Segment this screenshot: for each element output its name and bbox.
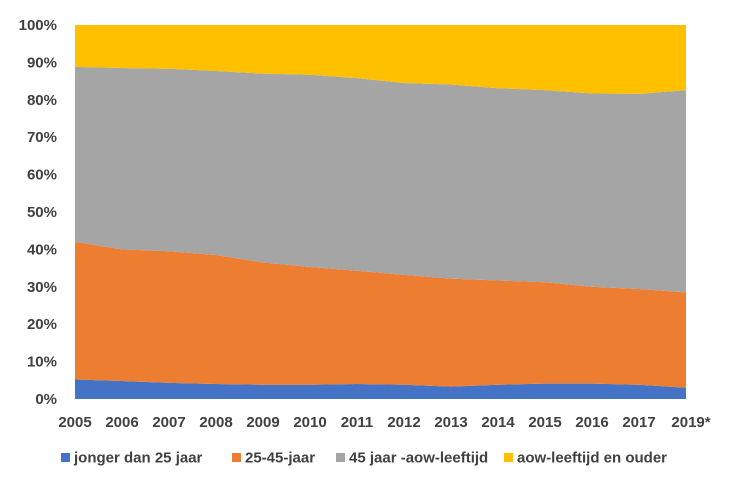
- x-tick-label: 2013: [434, 414, 467, 431]
- legend-swatch: [336, 453, 345, 462]
- area-series-2: [75, 66, 686, 293]
- y-tick-label: 50%: [27, 204, 57, 221]
- x-tick-label: 2008: [199, 414, 232, 431]
- x-tick-label: 2019*: [671, 414, 710, 431]
- x-tick-label: 2012: [387, 414, 420, 431]
- legend-entry: aow-leeftijd en ouder: [504, 450, 667, 467]
- legend: jonger dan 25 jaar 25-45-jaar 45 jaar -aow…: [61, 450, 667, 467]
- y-tick-label: 100%: [19, 17, 57, 34]
- y-axis-labels: 0% 10% 20% 30% 40% 50% 60% 70% 80% 90% 100%: [19, 17, 57, 408]
- x-tick-label: 2016: [575, 414, 608, 431]
- legend-label: aow-leeftijd en ouder: [517, 450, 667, 467]
- legend-label: jonger dan 25 jaar: [73, 450, 203, 467]
- y-tick-label: 0%: [35, 391, 57, 408]
- x-tick-label: 2007: [152, 414, 185, 431]
- x-tick-label: 2014: [481, 414, 515, 431]
- y-tick-label: 30%: [27, 279, 57, 296]
- x-tick-label: 2005: [58, 414, 91, 431]
- x-axis-labels: 2005 2006 2007 2008 2009 2010 2011 2012 2013 2014…: [58, 414, 710, 431]
- x-tick-label: 2010: [293, 414, 326, 431]
- legend-label: 45 jaar -aow-leeftijd: [349, 450, 488, 467]
- legend-label: 25-45-jaar: [245, 450, 315, 467]
- y-tick-label: 20%: [27, 316, 57, 333]
- y-tick-label: 90%: [27, 54, 57, 71]
- legend-swatch: [232, 453, 241, 462]
- y-tick-label: 10%: [27, 354, 57, 371]
- x-tick-label: 2011: [341, 414, 374, 431]
- legend-entry: 45 jaar -aow-leeftijd: [336, 450, 488, 467]
- area-series-0: [75, 379, 686, 399]
- x-tick-label: 2017: [622, 414, 655, 431]
- legend-swatch: [61, 453, 70, 462]
- area-series-1: [75, 241, 686, 388]
- area-series-3: [75, 25, 686, 94]
- y-tick-label: 60%: [27, 167, 57, 184]
- y-tick-label: 80%: [27, 92, 57, 109]
- x-tick-label: 2015: [528, 414, 561, 431]
- area-layers: [75, 25, 686, 399]
- y-tick-label: 70%: [27, 129, 57, 146]
- legend-entry: 25-45-jaar: [232, 450, 315, 467]
- legend-entry: jonger dan 25 jaar: [61, 450, 203, 467]
- x-tick-label: 2009: [246, 414, 279, 431]
- x-tick-label: 2006: [105, 414, 138, 431]
- y-tick-label: 40%: [27, 241, 57, 258]
- legend-swatch: [504, 453, 513, 462]
